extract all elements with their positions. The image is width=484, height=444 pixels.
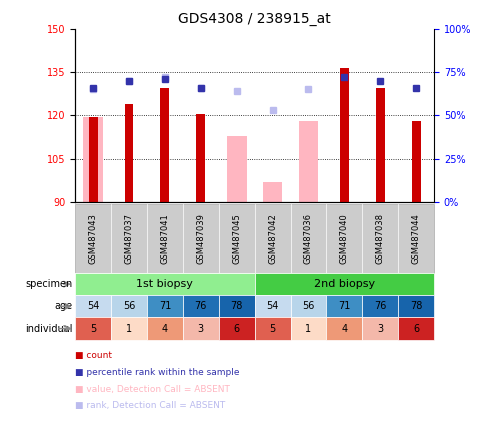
Text: 1st biopsy: 1st biopsy	[136, 279, 193, 289]
Text: 4: 4	[341, 324, 347, 333]
Text: 71: 71	[337, 301, 350, 311]
Text: 3: 3	[377, 324, 382, 333]
Bar	[160, 88, 169, 202]
Text: 1: 1	[126, 324, 132, 333]
Text: GSM487041: GSM487041	[160, 213, 169, 264]
Text: GSM487045: GSM487045	[232, 213, 241, 264]
Text: 1: 1	[305, 324, 311, 333]
Title: GDS4308 / 238915_at: GDS4308 / 238915_at	[178, 12, 330, 27]
Bar	[298, 121, 318, 202]
Text: GSM487036: GSM487036	[303, 213, 312, 264]
Text: GSM487042: GSM487042	[268, 213, 276, 264]
Text: 56: 56	[302, 301, 314, 311]
Text: 54: 54	[87, 301, 99, 311]
Text: 6: 6	[412, 324, 418, 333]
Bar	[339, 68, 348, 202]
Text: GSM487040: GSM487040	[339, 213, 348, 264]
Text: GSM487039: GSM487039	[196, 213, 205, 264]
Text: 6: 6	[233, 324, 239, 333]
Text: 3: 3	[197, 324, 203, 333]
Bar	[262, 182, 282, 202]
Text: age: age	[55, 301, 73, 311]
Text: ■ rank, Detection Call = ABSENT: ■ rank, Detection Call = ABSENT	[75, 401, 225, 410]
Text: GSM487043: GSM487043	[89, 213, 97, 264]
Text: GSM487037: GSM487037	[124, 213, 133, 264]
Bar	[411, 121, 420, 202]
Text: individual: individual	[25, 324, 73, 333]
Text: 54: 54	[266, 301, 278, 311]
Text: specimen: specimen	[26, 279, 73, 289]
Text: 78: 78	[230, 301, 242, 311]
Text: 78: 78	[409, 301, 422, 311]
Text: 76: 76	[373, 301, 386, 311]
Text: 5: 5	[269, 324, 275, 333]
Text: 76: 76	[194, 301, 207, 311]
Text: ■ count: ■ count	[75, 351, 112, 360]
Text: 71: 71	[158, 301, 171, 311]
Bar	[196, 114, 205, 202]
Bar	[124, 104, 133, 202]
Text: 5: 5	[90, 324, 96, 333]
Text: ■ percentile rank within the sample: ■ percentile rank within the sample	[75, 368, 239, 377]
Bar	[83, 117, 103, 202]
Bar	[89, 117, 97, 202]
Text: 2nd biopsy: 2nd biopsy	[313, 279, 374, 289]
Text: GSM487044: GSM487044	[411, 213, 420, 264]
Text: 56: 56	[122, 301, 135, 311]
Bar	[227, 136, 246, 202]
Bar	[375, 88, 384, 202]
Text: 4: 4	[162, 324, 167, 333]
Text: GSM487038: GSM487038	[375, 213, 384, 264]
Text: ■ value, Detection Call = ABSENT: ■ value, Detection Call = ABSENT	[75, 385, 229, 393]
